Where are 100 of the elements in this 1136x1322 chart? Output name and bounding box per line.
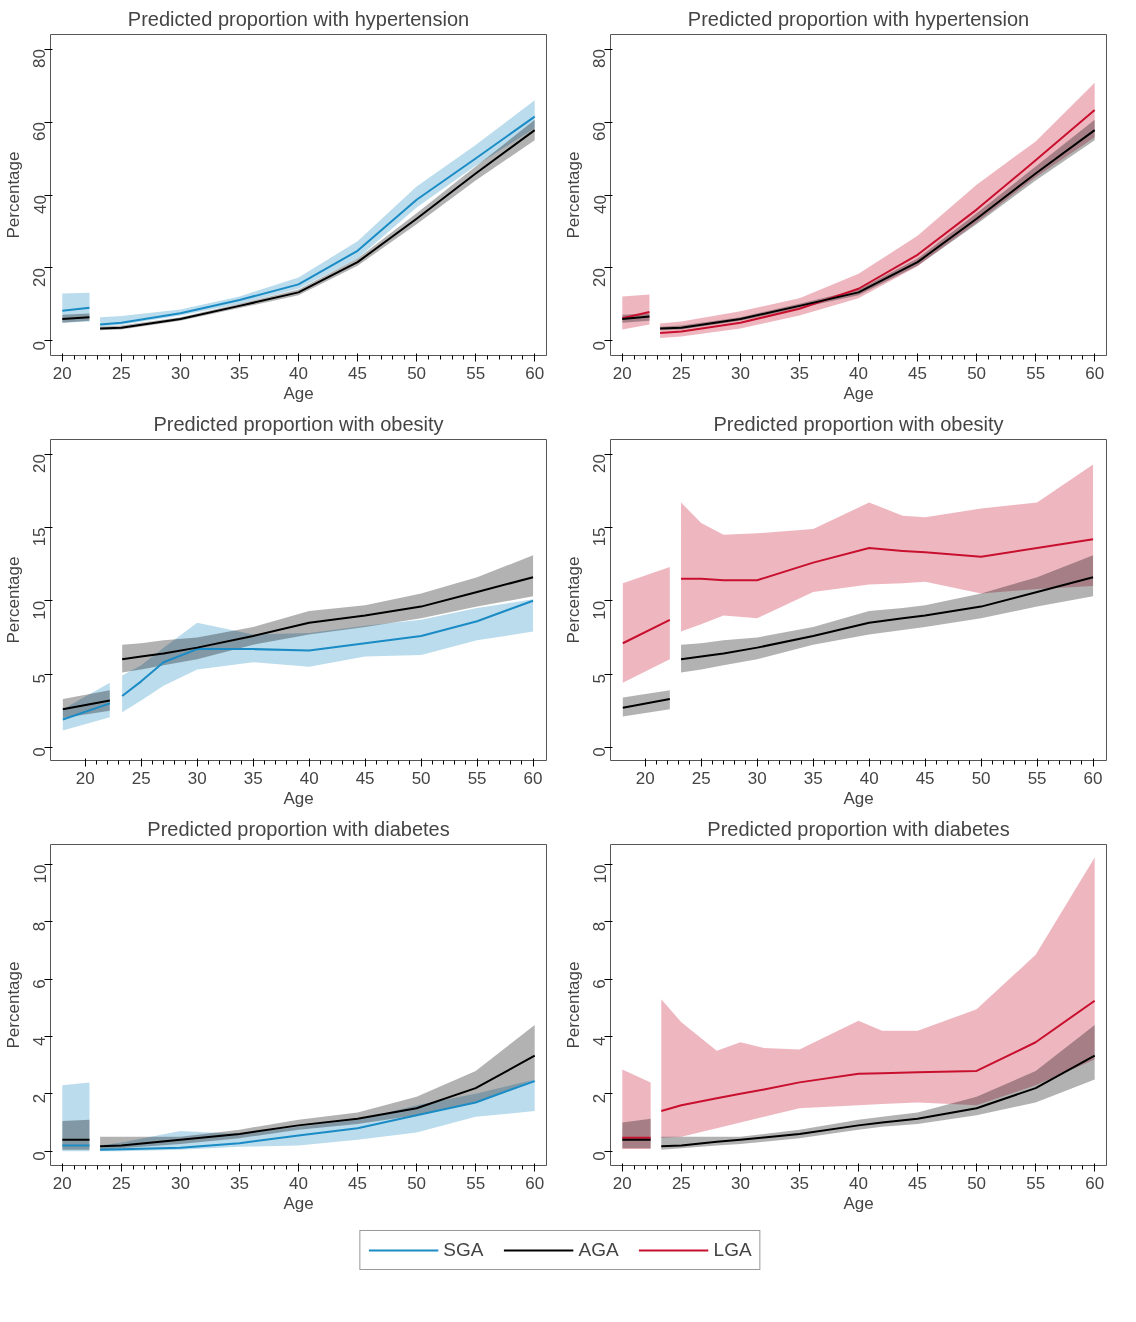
x-tick-label: 35 xyxy=(243,768,263,788)
x-tick-label: 20 xyxy=(52,1173,72,1193)
x-tick-label: 35 xyxy=(790,1173,809,1193)
legend-label: AGA xyxy=(578,1239,619,1261)
y-tick-label: 40 xyxy=(30,194,50,214)
y-tick-label: 0 xyxy=(590,1151,610,1161)
y-tick-label: 40 xyxy=(590,194,610,214)
x-tick-label: 25 xyxy=(111,363,131,383)
chart-title: Predicted proportion with hypertension xyxy=(687,7,1030,30)
x-tick-label: 45 xyxy=(908,363,928,383)
y-tick-label: 0 xyxy=(590,340,610,351)
x-tick-label: 60 xyxy=(523,768,543,788)
y-tick-label: 2 xyxy=(590,1093,610,1104)
y-tick-label: 5 xyxy=(30,674,50,684)
x-tick-label: 60 xyxy=(1085,363,1105,383)
x-tick-label: 30 xyxy=(730,363,750,383)
x-tick-label: 45 xyxy=(348,363,368,383)
x-tick-label: 20 xyxy=(612,363,632,383)
x-tick-label: 35 xyxy=(230,363,249,383)
x-tick-label: 45 xyxy=(915,768,935,788)
y-tick-label: 10 xyxy=(30,864,50,884)
x-axis-title: Age xyxy=(283,383,314,403)
x-tick-label: 30 xyxy=(170,363,190,383)
x-tick-label: 60 xyxy=(525,363,545,383)
x-axis-title: Age xyxy=(843,1193,874,1213)
x-tick-label: 25 xyxy=(671,1173,691,1193)
y-tick-label: 6 xyxy=(30,979,50,989)
x-tick-label: 55 xyxy=(1026,1173,1046,1193)
y-axis-title: Percentage xyxy=(563,556,583,644)
x-tick-label: 55 xyxy=(467,768,487,788)
y-tick-label: 10 xyxy=(30,600,50,620)
y-tick-label: 2 xyxy=(30,1093,50,1104)
x-tick-label: 50 xyxy=(407,1173,427,1193)
y-tick-label: 20 xyxy=(590,454,610,474)
x-tick-label: 35 xyxy=(790,363,809,383)
x-tick-label: 60 xyxy=(1085,1173,1105,1193)
x-tick-label: 30 xyxy=(747,768,767,788)
x-tick-label: 60 xyxy=(1083,768,1103,788)
x-tick-label: 50 xyxy=(967,1173,987,1193)
x-axis-title: Age xyxy=(843,383,874,403)
y-tick-label: 20 xyxy=(590,267,610,287)
x-tick-label: 50 xyxy=(411,768,431,788)
x-tick-label: 35 xyxy=(230,1173,249,1193)
chart-title: Predicted proportion with diabetes xyxy=(147,817,450,840)
y-tick-label: 15 xyxy=(30,527,50,547)
y-tick-label: 10 xyxy=(590,600,610,620)
x-tick-label: 40 xyxy=(849,363,868,383)
x-tick-label: 60 xyxy=(525,1173,545,1193)
x-tick-label: 30 xyxy=(187,768,207,788)
x-tick-label: 25 xyxy=(671,363,691,383)
x-tick-label: 45 xyxy=(355,768,375,788)
legend-label: SGA xyxy=(443,1239,484,1261)
x-tick-label: 20 xyxy=(635,768,655,788)
x-tick-label: 50 xyxy=(967,363,987,383)
y-tick-label: 0 xyxy=(30,1151,50,1161)
y-axis-title: Percentage xyxy=(3,961,23,1049)
y-tick-label: 15 xyxy=(590,527,610,547)
y-axis-title: Percentage xyxy=(3,151,23,239)
y-axis-title: Percentage xyxy=(3,556,23,644)
y-tick-label: 0 xyxy=(30,340,50,351)
x-tick-label: 40 xyxy=(289,1173,308,1193)
x-axis-title: Age xyxy=(843,788,874,808)
chart-title: Predicted proportion with obesity xyxy=(713,412,1004,435)
x-tick-label: 55 xyxy=(1026,363,1046,383)
chart-title: Predicted proportion with obesity xyxy=(153,412,444,435)
y-tick-label: 8 xyxy=(590,921,610,932)
y-tick-label: 80 xyxy=(30,49,50,68)
x-tick-label: 20 xyxy=(75,768,95,788)
x-tick-label: 55 xyxy=(466,363,486,383)
x-tick-label: 30 xyxy=(730,1173,750,1193)
x-tick-label: 25 xyxy=(691,768,711,788)
x-tick-label: 40 xyxy=(849,1173,868,1193)
x-tick-label: 50 xyxy=(407,363,427,383)
x-tick-label: 45 xyxy=(348,1173,368,1193)
y-tick-label: 0 xyxy=(30,747,50,757)
chart-title: Predicted proportion with hypertension xyxy=(127,7,470,30)
y-tick-label: 6 xyxy=(590,979,610,989)
x-tick-label: 55 xyxy=(466,1173,486,1193)
y-axis-title: Percentage xyxy=(563,151,583,239)
x-tick-label: 20 xyxy=(612,1173,632,1193)
x-tick-label: 35 xyxy=(803,768,823,788)
y-tick-label: 60 xyxy=(30,122,50,141)
x-tick-label: 40 xyxy=(289,363,308,383)
y-tick-label: 5 xyxy=(590,674,610,684)
x-tick-label: 55 xyxy=(1027,768,1047,788)
x-tick-label: 40 xyxy=(299,768,319,788)
x-tick-label: 30 xyxy=(170,1173,190,1193)
x-axis-title: Age xyxy=(283,788,314,808)
x-tick-label: 45 xyxy=(908,1173,928,1193)
y-tick-label: 4 xyxy=(590,1036,610,1046)
y-tick-label: 60 xyxy=(590,122,610,141)
y-tick-label: 20 xyxy=(30,454,50,474)
x-axis-title: Age xyxy=(283,1193,314,1213)
y-axis-title: Percentage xyxy=(563,961,583,1049)
x-tick-label: 40 xyxy=(859,768,879,788)
y-tick-label: 8 xyxy=(30,921,50,932)
x-tick-label: 25 xyxy=(111,1173,131,1193)
y-tick-label: 0 xyxy=(590,747,610,757)
y-tick-label: 10 xyxy=(590,864,610,884)
y-tick-label: 80 xyxy=(590,49,610,68)
